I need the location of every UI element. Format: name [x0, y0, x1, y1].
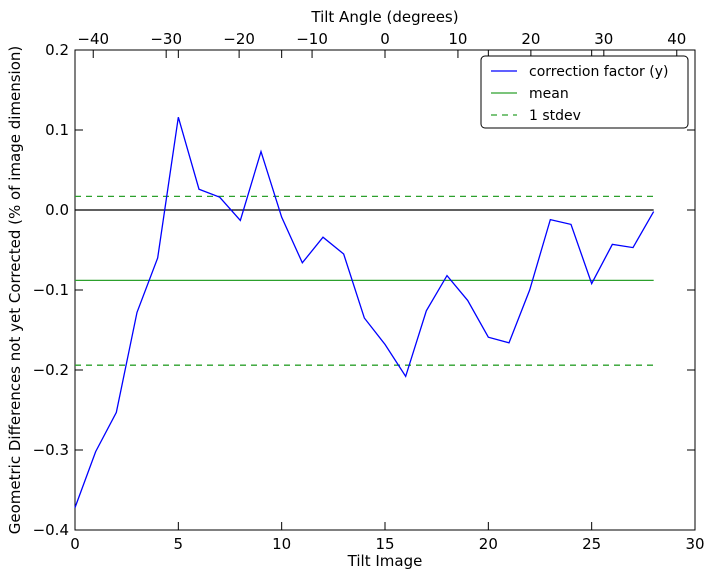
- x-tick-label: 20: [479, 535, 498, 553]
- legend-label: 1 stdev: [529, 108, 581, 124]
- x-axis: 0 5 10 15 20 25 30: [70, 50, 705, 553]
- top-tick-label: 0: [380, 30, 390, 48]
- plot-area: [74, 49, 696, 531]
- legend: correction factor (y) mean 1 stdev: [480, 55, 689, 129]
- y-tick-label: −0.2: [33, 361, 69, 379]
- y-tick-label: 0.1: [45, 121, 69, 139]
- top-tick-label: 40: [667, 30, 686, 48]
- top-tick-label: −30: [150, 30, 182, 48]
- x-tick-label: 5: [174, 535, 184, 553]
- y-axis: 0.2 0.1 0.0 −0.1 −0.2 −0.3 −0.4: [33, 41, 695, 539]
- top-axis-label: Tilt Angle (degrees): [310, 8, 458, 26]
- y-tick-label: 0.0: [45, 201, 69, 219]
- top-tick-label: 10: [448, 30, 467, 48]
- top-tick-label: 20: [521, 30, 540, 48]
- top-tick-label: −40: [77, 30, 109, 48]
- x-tick-label: 0: [70, 535, 80, 553]
- series-layer: [74, 117, 655, 508]
- top-tick-label: −10: [296, 30, 328, 48]
- x-tick-label: 10: [272, 535, 291, 553]
- y-tick-label: −0.4: [33, 521, 69, 539]
- y-tick-label: −0.1: [33, 281, 69, 299]
- x-tick-label: 15: [375, 535, 394, 553]
- series-line-correction-factor-y: [74, 117, 655, 508]
- legend-box: [480, 55, 689, 129]
- x-tick-label: 30: [685, 535, 704, 553]
- top-tick-label: 30: [594, 30, 613, 48]
- top-axis: −40 −30 −20 −10 0 10 20 30 40: [77, 30, 686, 58]
- y-tick-label: 0.2: [45, 41, 69, 59]
- y-axis-label: Geometric Differences not yet Corrected …: [6, 46, 24, 535]
- x-axis-label: Tilt Image: [347, 552, 423, 570]
- legend-label: mean: [529, 86, 569, 102]
- y-tick-label: −0.3: [33, 441, 69, 459]
- x-tick-label: 25: [582, 535, 601, 553]
- top-tick-label: −20: [223, 30, 255, 48]
- legend-label: correction factor (y): [529, 64, 668, 80]
